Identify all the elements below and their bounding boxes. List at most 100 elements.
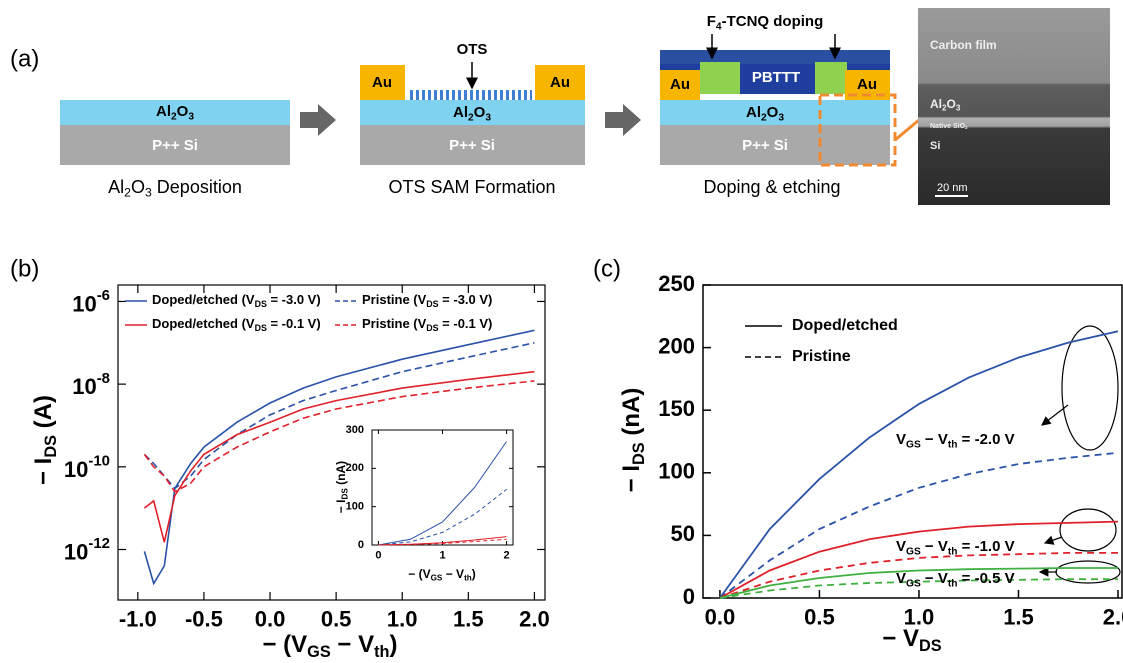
contact xyxy=(360,65,405,100)
annotation-part: th xyxy=(948,546,958,557)
doped-region xyxy=(700,62,740,94)
caption-part: 3 xyxy=(145,186,152,200)
label: Au xyxy=(857,76,877,93)
series-line xyxy=(719,552,1118,599)
label-part: -TCNQ doping xyxy=(722,13,824,30)
x-tick-label: 1.0 xyxy=(904,605,935,630)
x-tick-label: 1.5 xyxy=(1003,605,1034,630)
label-part: 3 xyxy=(188,111,194,122)
annotation-part: th xyxy=(948,439,958,450)
legend-label-part: = -3.0 V) xyxy=(267,292,321,307)
panel-label: (b) xyxy=(10,255,39,282)
y-tick-label: 250 xyxy=(658,271,695,296)
y-tick-label: 200 xyxy=(658,333,695,358)
tem-label-part: O xyxy=(947,97,956,111)
annotation-part: = -1.0 V xyxy=(957,538,1014,555)
label-part: 4 xyxy=(716,21,722,32)
series-line xyxy=(719,567,1118,599)
group-ellipse xyxy=(1061,325,1119,451)
x-axis-label-part: − V xyxy=(331,631,374,658)
annotation: VGS − Vth = -2.0 V xyxy=(896,431,1015,450)
label-part: 2 xyxy=(468,112,474,123)
dopant-layer xyxy=(660,50,890,64)
tem-label-part: 3 xyxy=(956,104,961,113)
label-part: 3 xyxy=(778,112,784,123)
annotation-part: V xyxy=(896,538,906,555)
annotation-part: GS xyxy=(906,546,921,557)
series-line xyxy=(143,380,535,493)
label: F4-TCNQ doping xyxy=(707,13,823,32)
substrate-layer xyxy=(360,125,585,165)
annotation-part: − V xyxy=(921,538,948,555)
y-axis-label-part: DS xyxy=(43,435,61,458)
y-axis-label-part: (A) xyxy=(30,395,57,435)
oxide-layer xyxy=(660,100,890,125)
annotation: VGS − Vth = -1.0 V xyxy=(896,538,1015,557)
label-part: Al xyxy=(746,104,761,121)
x-axis-label-part: − (V xyxy=(408,567,430,581)
label-part: O xyxy=(474,104,486,121)
tem-label-part: Native SiO xyxy=(930,123,966,130)
label: P++ Si xyxy=(152,137,198,154)
label-part: Al xyxy=(156,103,171,120)
series-line xyxy=(378,441,508,546)
y-tick-label: 0 xyxy=(358,539,364,551)
series-line xyxy=(719,520,1119,599)
tem-label-part: Al xyxy=(930,97,942,111)
y-tick-label: 0 xyxy=(683,584,695,609)
label: P++ Si xyxy=(742,137,788,154)
legend-label-part: = -0.1 V) xyxy=(439,316,493,331)
y-tick-label: 200 xyxy=(346,462,364,474)
caption: Al2O3 Deposition xyxy=(108,177,242,200)
annotation: VGS − Vth = -0.5 V xyxy=(896,570,1015,589)
y-tick-label-part: 10 xyxy=(72,291,96,316)
label-part: O xyxy=(767,104,779,121)
x-tick-label: 0.0 xyxy=(255,607,286,632)
label: Au xyxy=(670,76,690,93)
y-tick-label: 10-8 xyxy=(72,370,110,399)
annotation-part: th xyxy=(948,578,958,589)
scale-bar-label: 20 nm xyxy=(937,182,968,194)
legend-label-part: DS xyxy=(255,323,267,333)
tem-label-part: 2 xyxy=(965,125,968,131)
label: PBTTT xyxy=(752,69,800,86)
legend-label-part: Doped/etched (V xyxy=(152,292,255,307)
panel-label: (a) xyxy=(10,45,39,72)
x-axis-label-part: − V xyxy=(882,625,919,652)
pointer xyxy=(1041,404,1069,426)
label-part: 2 xyxy=(761,112,767,123)
label-part: 3 xyxy=(485,112,491,123)
y-tick-label: 100 xyxy=(658,459,695,484)
label: Al2O3 xyxy=(453,104,491,123)
contact xyxy=(660,70,700,100)
contact xyxy=(535,65,585,100)
x-tick-label: 0 xyxy=(375,549,381,561)
x-tick-label: 2.0 xyxy=(519,607,550,632)
x-axis-label-part: ) xyxy=(390,631,398,658)
x-axis-label-part: − V xyxy=(442,567,464,581)
step-arrow xyxy=(300,104,336,136)
y-tick-label: 10-6 xyxy=(72,287,110,316)
y-tick-label-part: 10 xyxy=(64,539,88,564)
y-tick-label: 50 xyxy=(671,521,695,546)
tem-label: Native SiO2 xyxy=(930,123,968,132)
y-axis-label-part: − I xyxy=(30,458,57,485)
y-tick-label: 300 xyxy=(346,424,364,436)
legend-label: Pristine xyxy=(792,348,851,365)
annotation-part: GS xyxy=(906,578,921,589)
tem-image xyxy=(918,8,1110,205)
legend-label-part: Doped/etched (V xyxy=(152,316,255,331)
series-line xyxy=(378,538,507,546)
inset-background xyxy=(372,430,513,545)
caption-part: 2 xyxy=(124,186,131,200)
y-tick-label-part: -6 xyxy=(97,287,110,304)
y-axis-label-part: − I xyxy=(334,499,348,513)
annotation-part: = -0.5 V xyxy=(957,570,1014,587)
y-axis-label-part: DS xyxy=(631,442,649,465)
x-axis-label: − VDS xyxy=(882,625,941,655)
y-axis-label-part: − I xyxy=(618,465,645,492)
group-ellipse xyxy=(1055,560,1121,584)
label: Au xyxy=(550,74,570,91)
